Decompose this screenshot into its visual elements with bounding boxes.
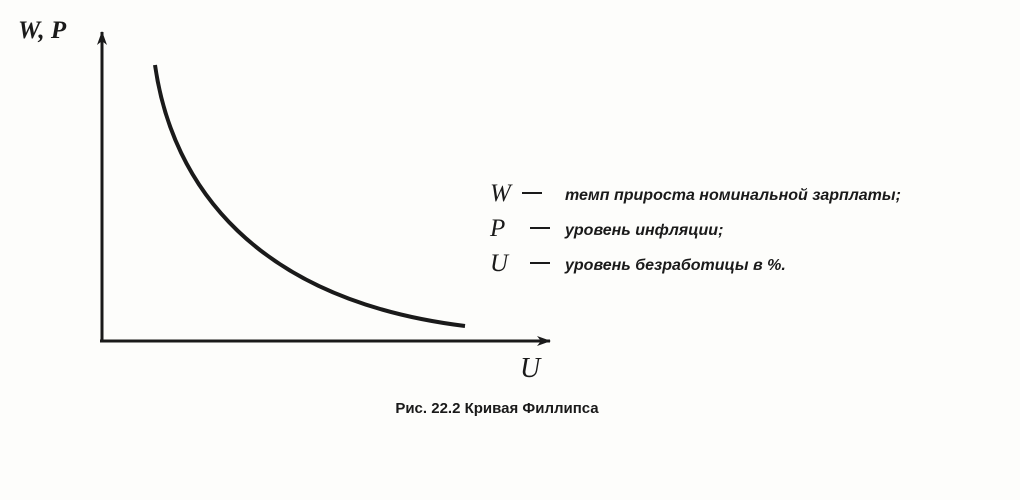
legend-symbol: P	[489, 215, 505, 242]
y-axis-label: W, P	[18, 17, 67, 44]
legend-text: темп прироста номинальной зарплаты;	[565, 187, 901, 204]
phillips-curve	[153, 64, 466, 328]
legend-text: уровень безработицы в %.	[564, 257, 786, 274]
legend-symbol: W	[490, 180, 513, 207]
legend-text: уровень инфляции;	[564, 222, 723, 239]
caption: Рис. 22.2 Кривая Филлипса	[395, 400, 599, 417]
legend-symbol: U	[490, 250, 510, 277]
x-axis-label: U	[520, 353, 542, 384]
